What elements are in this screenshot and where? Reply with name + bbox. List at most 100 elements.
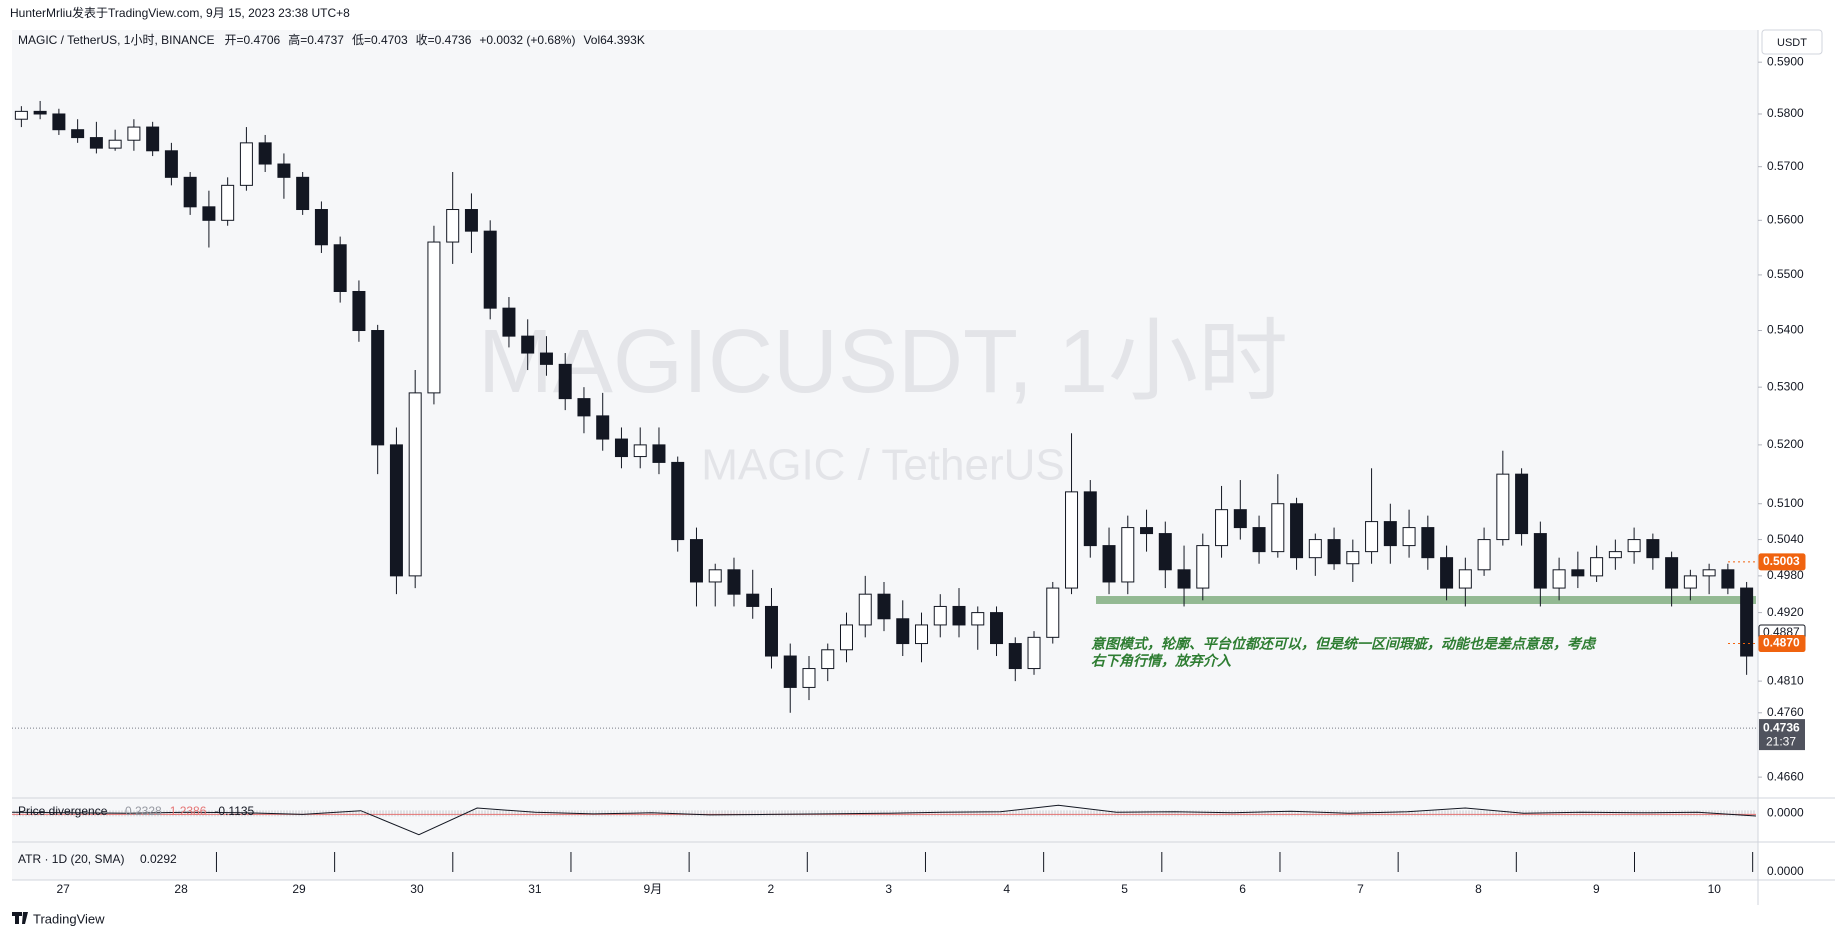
candle-body — [1008, 643, 1022, 670]
candle-body — [483, 230, 497, 309]
candle-body — [708, 569, 722, 583]
x-tick-label: 29 — [292, 882, 306, 896]
candle-body — [371, 330, 385, 446]
candle-body — [1102, 545, 1116, 583]
candle-body — [933, 605, 947, 626]
candle-body — [52, 113, 66, 131]
candle-body — [1233, 509, 1247, 529]
x-tick-label: 3 — [885, 882, 892, 896]
y-tick-label: 0.4660 — [1767, 769, 1804, 783]
annotation: 右下角行情，放弃介入 — [1091, 653, 1231, 669]
candle-body — [746, 593, 760, 607]
candle-body — [277, 163, 291, 178]
x-tick-label: 30 — [410, 882, 424, 896]
candle-body — [1308, 539, 1322, 559]
candle-body — [1721, 569, 1735, 589]
support-zone — [1096, 596, 1756, 604]
candle-body — [1552, 569, 1566, 589]
y-tick-label: 0.5900 — [1767, 54, 1804, 68]
watermark: MAGICUSDT, 1小时 — [478, 312, 1288, 412]
candle-body — [614, 438, 628, 458]
y-tick-label: 0.5100 — [1767, 496, 1804, 510]
candle-body — [1646, 539, 1660, 559]
ohlc-value: 高=0.4737 — [288, 32, 344, 47]
pane-value: -0.1135 — [214, 804, 254, 818]
candle-body — [108, 139, 122, 149]
ohlc-value: +0.0032 (+0.68%) — [479, 33, 575, 47]
candle-body — [389, 444, 403, 577]
candle-body — [821, 649, 835, 670]
pane-value: 0.2328 — [125, 804, 162, 818]
candle-body — [1027, 636, 1041, 670]
candle-body — [633, 444, 647, 458]
currency-box[interactable] — [1761, 29, 1823, 55]
candle-body — [1252, 527, 1266, 553]
candle-body — [1590, 557, 1604, 577]
candle-body — [146, 126, 160, 152]
pane-title: Price divergence — [18, 804, 108, 818]
ohlc-value: 开=0.4706 — [225, 33, 281, 47]
candle-body — [258, 142, 272, 165]
candle-body — [1608, 551, 1622, 559]
annotation: 意图模式，轮廓、平台位都还可以，但是统一区间瑕疵，动能也是差点意思，考虑 — [1091, 636, 1597, 652]
candle-body — [539, 352, 553, 365]
countdown: 21:37 — [1766, 734, 1796, 748]
price-label: 0.4870 — [1763, 636, 1800, 650]
footer: TradingView — [33, 911, 105, 926]
candle-body — [164, 150, 178, 178]
watermark-sub: MAGIC / TetherUS — [701, 441, 1065, 490]
pane-value: 0.0292 — [140, 852, 177, 866]
ohlc-value: 低=0.4703 — [352, 33, 408, 47]
symbol: MAGIC / TetherUS, 1小时, BINANCE — [18, 33, 215, 47]
candle-body — [990, 612, 1004, 645]
candle-body — [1665, 557, 1679, 589]
x-tick-label: 31 — [528, 882, 542, 896]
candle-body — [239, 142, 253, 186]
candle-body — [858, 593, 872, 626]
logo — [12, 912, 28, 924]
candle-body — [1365, 521, 1379, 553]
candle-body — [877, 593, 891, 620]
candle-body — [296, 176, 310, 211]
candle-body — [802, 668, 816, 688]
candle-body — [1327, 539, 1341, 565]
y-tick-label: 0.5300 — [1767, 379, 1804, 393]
currency: USDT — [1777, 37, 1807, 49]
y-tick-label: 0.4760 — [1767, 705, 1804, 719]
price-label-box — [1758, 553, 1806, 571]
last-price-box — [1759, 719, 1805, 751]
candle-body — [1196, 545, 1210, 589]
candle-body — [1346, 551, 1360, 565]
y-tick-label: 0.5040 — [1767, 532, 1804, 546]
x-tick-label: 9月 — [644, 882, 663, 896]
candle-body — [127, 126, 141, 141]
candle-body — [1440, 557, 1454, 589]
candle-body — [1627, 539, 1641, 553]
x-tick-label: 10 — [1708, 882, 1722, 896]
candle-body — [352, 290, 366, 332]
candle-body — [652, 444, 666, 463]
x-tick-label: 2 — [767, 882, 774, 896]
candle-body — [1515, 473, 1529, 535]
x-tick-label: 5 — [1121, 882, 1128, 896]
candle-body — [89, 137, 103, 149]
candle-body — [1477, 539, 1491, 571]
y-tick-label: 0.5500 — [1767, 267, 1804, 281]
candle-body — [1571, 569, 1585, 577]
candle-body — [427, 241, 441, 394]
candle-body — [221, 184, 235, 221]
candle-body — [1065, 491, 1079, 589]
y-tick-label: 0.5400 — [1767, 323, 1804, 337]
candle-body — [1383, 521, 1397, 547]
ohlc-value: 收=0.4736 — [416, 33, 472, 47]
candle-body — [1046, 587, 1060, 638]
candle-body — [577, 398, 591, 417]
candle-body — [764, 605, 778, 657]
candle-body — [558, 363, 572, 400]
candle-body — [1458, 569, 1472, 589]
y-tick-label: 0.5600 — [1767, 212, 1804, 226]
x-tick-label: 27 — [57, 882, 71, 896]
pane-title: ATR · 1D (20, SMA) — [18, 852, 124, 866]
candle-body — [1271, 503, 1285, 553]
pane-axis-label: 0.0000 — [1767, 806, 1804, 820]
